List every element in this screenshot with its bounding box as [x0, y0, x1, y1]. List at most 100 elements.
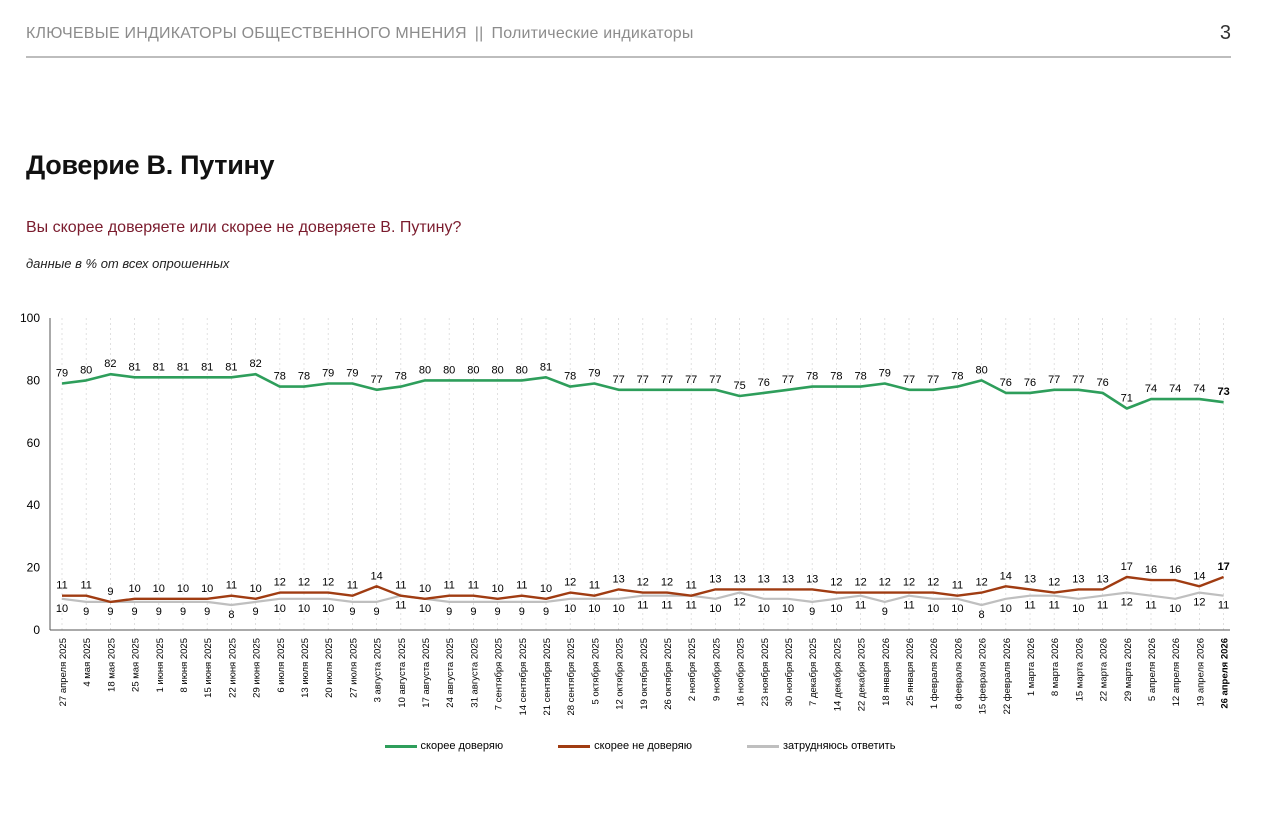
data-label-hard: 9: [470, 606, 476, 618]
data-label-distrust: 12: [854, 577, 866, 589]
data-label-distrust: 13: [709, 573, 721, 585]
data-label-trust: 77: [637, 374, 649, 386]
x-tick-label: 7 декабря 2025: [808, 638, 819, 706]
data-label-distrust: 17: [1121, 561, 1133, 573]
data-label-hard: 11: [1218, 600, 1229, 612]
data-label-hard: 10: [274, 603, 286, 615]
x-tick-label: 27 апреля 2025: [58, 638, 69, 706]
data-label-hard: 10: [612, 603, 624, 615]
data-label-distrust: 10: [128, 583, 140, 595]
data-label-hard: 11: [661, 600, 672, 612]
data-label-distrust: 10: [540, 583, 552, 595]
data-label-distrust: 10: [201, 583, 213, 595]
x-tick-label: 18 января 2026: [881, 638, 892, 706]
x-tick-label: 13 июля 2025: [300, 638, 311, 698]
data-label-distrust: 12: [927, 577, 939, 589]
data-label-distrust: 17: [1217, 561, 1229, 573]
data-label-trust: 80: [975, 364, 987, 376]
x-tick-label: 16 ноября 2025: [736, 638, 747, 706]
data-label-trust: 81: [540, 361, 552, 373]
data-label-trust: 80: [419, 364, 431, 376]
data-label-hard: 9: [132, 606, 138, 618]
data-label-trust: 80: [491, 364, 503, 376]
data-label-trust: 81: [225, 361, 237, 373]
data-label-distrust: 11: [80, 580, 91, 592]
data-label-hard: 9: [809, 606, 815, 618]
data-label-trust: 78: [564, 371, 576, 383]
x-tick-label: 8 февраля 2026: [953, 638, 964, 709]
data-label-trust: 77: [685, 374, 697, 386]
data-label-trust: 74: [1145, 383, 1157, 395]
data-label-hard: 11: [395, 600, 406, 612]
data-label-distrust: 12: [298, 577, 310, 589]
data-label-hard: 9: [83, 606, 89, 618]
data-label-trust: 79: [588, 368, 600, 380]
data-label-distrust: 16: [1145, 564, 1157, 576]
data-label-hard: 11: [1048, 600, 1059, 612]
data-label-distrust: 11: [443, 580, 454, 592]
data-label-distrust: 10: [249, 583, 261, 595]
data-label-distrust: 12: [903, 577, 915, 589]
y-tick-label: 20: [27, 561, 41, 575]
legend-swatch-trust: [384, 744, 417, 748]
data-label-distrust: 11: [516, 580, 527, 592]
x-tick-label: 21 сентября 2025: [542, 638, 553, 716]
x-tick-label: 2 ноября 2025: [687, 638, 698, 701]
data-label-hard: 10: [419, 603, 431, 615]
data-label-distrust: 10: [177, 583, 189, 595]
data-label-distrust: 12: [879, 577, 891, 589]
data-label-distrust: 14: [1000, 570, 1012, 582]
legend-label-distrust: скорее не доверяю: [594, 740, 692, 753]
section-name: Политические индикаторы: [491, 25, 694, 42]
line-chart: 0 20 40 60 80 100 27 апреля 2025 4 мая 2025 18 м…: [20, 311, 1231, 716]
data-label-trust: 77: [927, 374, 939, 386]
data-label-trust: 78: [951, 371, 963, 383]
x-tick-label: 25 мая 2025: [131, 638, 142, 692]
x-tick-label: 17 августа 2025: [421, 638, 432, 708]
data-label-distrust: 12: [975, 577, 987, 589]
data-label-distrust: 10: [153, 583, 165, 595]
chart-legend: скорее доверяю скорее не доверяю затрудн…: [0, 740, 1280, 752]
x-tick-label: 29 июня 2025: [252, 638, 263, 698]
series-line-0: [61, 372, 1224, 410]
data-label-distrust: 11: [589, 580, 600, 592]
data-label-distrust: 11: [347, 580, 358, 592]
x-tick-label: 30 ноября 2025: [784, 638, 795, 706]
x-tick-label: 8 июня 2025: [179, 638, 190, 693]
x-tick-label: 22 марта 2026: [1099, 638, 1110, 701]
data-label-hard: 8: [228, 609, 234, 621]
data-label-hard: 9: [180, 606, 186, 618]
data-label-hard: 10: [927, 603, 939, 615]
data-label-hard: 10: [1072, 603, 1084, 615]
data-label-trust: 78: [854, 371, 866, 383]
data-label-trust: 77: [1048, 374, 1060, 386]
data-label-hard: 11: [685, 600, 696, 612]
data-label-trust: 75: [733, 380, 745, 392]
data-label-distrust: 14: [370, 570, 382, 582]
data-label-trust: 79: [346, 368, 358, 380]
data-label-distrust: 12: [564, 577, 576, 589]
data-label-trust: 80: [80, 364, 92, 376]
data-label-trust: 78: [830, 371, 842, 383]
x-tick-label: 26 октября 2025: [663, 638, 674, 710]
data-label-hard: 10: [782, 603, 794, 615]
data-label-distrust: 14: [1193, 570, 1205, 582]
data-label-trust: 74: [1169, 383, 1181, 395]
data-label-hard: 10: [709, 603, 721, 615]
x-tick-label: 14 декабря 2025: [832, 638, 843, 711]
data-label-hard: 9: [495, 606, 501, 618]
x-tick-label: 19 апреля 2026: [1195, 638, 1206, 706]
data-label-hard: 9: [374, 606, 380, 618]
x-tick-label: 9 ноября 2025: [711, 638, 722, 701]
x-tick-label: 5 октября 2025: [590, 638, 601, 705]
data-label-distrust: 11: [226, 580, 237, 592]
data-label-trust: 79: [879, 368, 891, 380]
header-separator: ||: [474, 25, 484, 42]
x-tick-label: 22 июня 2025: [227, 638, 238, 698]
data-label-distrust: 12: [637, 577, 649, 589]
legend-item-distrust: скорее не доверяю: [558, 740, 692, 752]
x-tick-label: 3 августа 2025: [373, 638, 384, 702]
data-label-trust: 81: [128, 361, 140, 373]
data-label-hard: 12: [1193, 597, 1205, 609]
x-tick-label: 15 февраля 2026: [978, 638, 989, 714]
